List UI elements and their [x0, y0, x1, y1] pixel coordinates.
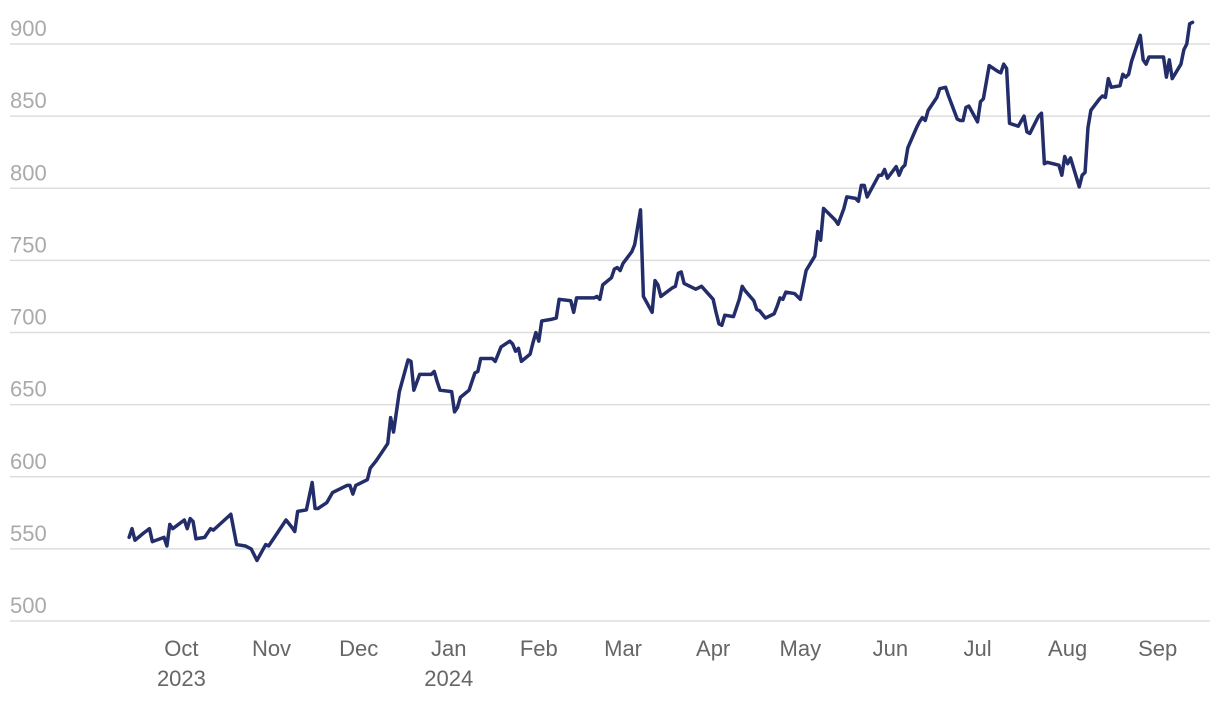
- x-tick-label: Jul: [963, 636, 991, 661]
- x-tick-label: Dec: [339, 636, 378, 661]
- x-tick-label: Aug: [1048, 636, 1087, 661]
- y-tick-label: 650: [10, 377, 47, 402]
- y-tick-label: 600: [10, 449, 47, 474]
- y-tick-label: 750: [10, 232, 47, 257]
- x-tick-label: 2024: [424, 666, 473, 691]
- x-tick-label: Jan: [431, 636, 466, 661]
- x-tick-label: Sep: [1138, 636, 1177, 661]
- y-tick-label: 800: [10, 160, 47, 185]
- y-tick-label: 550: [10, 521, 47, 546]
- x-tick-label: Mar: [604, 636, 642, 661]
- y-tick-label: 700: [10, 305, 47, 330]
- y-tick-label: 850: [10, 88, 47, 113]
- y-tick-label: 900: [10, 16, 47, 41]
- x-tick-label: Apr: [696, 636, 730, 661]
- x-tick-label: May: [780, 636, 822, 661]
- price-line: [127, 20, 1195, 563]
- x-tick-label: Feb: [520, 636, 558, 661]
- x-tick-label: Nov: [252, 636, 291, 661]
- y-tick-label: 500: [10, 593, 47, 618]
- x-tick-label: 2023: [157, 666, 206, 691]
- x-tick-label: Oct: [164, 636, 198, 661]
- x-tick-label: Jun: [873, 636, 908, 661]
